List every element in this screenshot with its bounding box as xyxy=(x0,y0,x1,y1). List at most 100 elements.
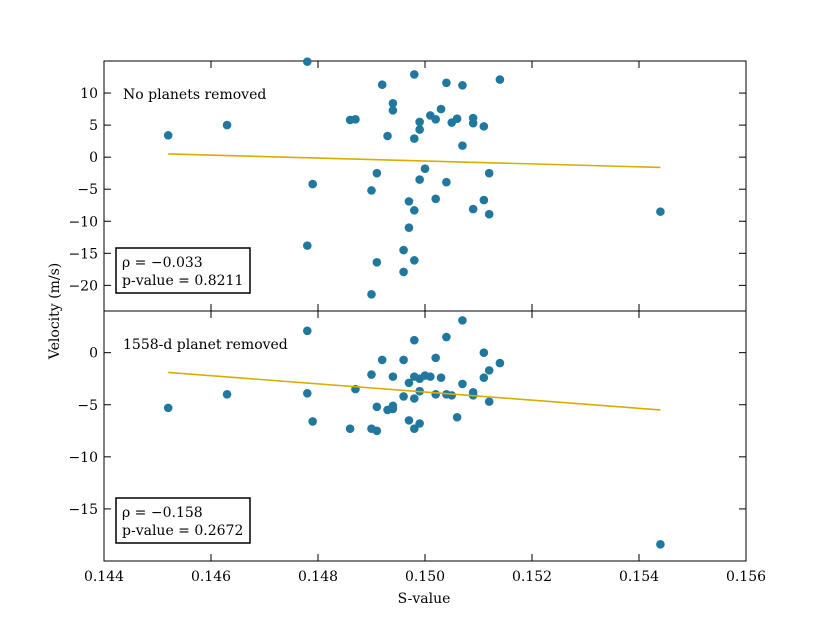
data-point xyxy=(345,424,355,434)
data-point xyxy=(303,241,312,250)
data-point xyxy=(308,179,317,189)
data-point xyxy=(410,70,419,79)
x-tick-label: 0.154 xyxy=(619,569,659,585)
p-value: p-value = 0.8211 xyxy=(122,273,243,289)
data-point xyxy=(372,168,382,178)
data-point xyxy=(468,118,478,128)
data-point xyxy=(388,106,398,115)
data-point xyxy=(458,141,467,150)
y-tick-label: 0 xyxy=(89,346,98,362)
data-point xyxy=(163,131,173,140)
x-tick-label: 0.146 xyxy=(191,569,231,585)
data-point xyxy=(484,397,494,406)
data-point xyxy=(426,372,435,381)
data-point xyxy=(415,117,424,127)
panel-label: No planets removed xyxy=(123,87,266,103)
x-tick-label: 0.156 xyxy=(726,569,766,585)
data-point xyxy=(399,267,408,277)
data-point xyxy=(458,316,467,325)
data-point xyxy=(399,355,408,365)
y-tick-label: −10 xyxy=(68,214,98,230)
fit-line xyxy=(168,153,661,169)
y-axis-label: Velocity (m/s) xyxy=(47,263,63,360)
data-point xyxy=(163,403,173,413)
data-point xyxy=(308,417,317,426)
data-point xyxy=(410,206,419,215)
data-point xyxy=(495,358,505,368)
data-point xyxy=(452,412,462,422)
x-tick-label: 0.152 xyxy=(512,569,552,585)
y-tick-label: −15 xyxy=(68,246,98,262)
data-point xyxy=(410,424,419,434)
data-point xyxy=(372,257,382,267)
data-point xyxy=(495,75,505,84)
data-point xyxy=(415,175,424,184)
data-point xyxy=(372,426,382,436)
data-point xyxy=(367,370,376,379)
panel-1: 10 5 0 −5 −10 −15 −20 No planets removed ρ = −0.… xyxy=(68,57,747,312)
data-point xyxy=(431,115,441,124)
x-tick-label: 0.150 xyxy=(405,569,445,585)
data-point xyxy=(404,416,414,425)
stats-box xyxy=(115,497,251,544)
x-axis-label: S-value xyxy=(398,591,451,607)
data-point xyxy=(484,366,494,375)
data-point xyxy=(303,388,312,398)
data-point xyxy=(404,197,414,206)
panel-label: 1558-d planet removed xyxy=(123,337,288,353)
data-point xyxy=(431,353,441,363)
data-point xyxy=(399,245,408,255)
panel-2: 0 −5 −10 −15 0.144 0.146 0.148 0.150 0.152 0.154 0… xyxy=(68,310,766,585)
data-point xyxy=(377,355,387,365)
data-point xyxy=(479,122,489,131)
data-point xyxy=(303,326,312,336)
data-point xyxy=(404,223,414,232)
data-point xyxy=(458,379,467,389)
y-tick-label: −10 xyxy=(68,450,98,466)
data-point xyxy=(399,392,408,401)
data-point xyxy=(452,114,462,123)
y-tick-label: −5 xyxy=(77,398,98,414)
data-point xyxy=(410,134,419,143)
data-point xyxy=(222,390,232,399)
p-value: p-value = 0.2672 xyxy=(122,523,243,539)
data-point xyxy=(484,209,494,219)
data-point xyxy=(656,207,665,216)
data-point xyxy=(479,348,489,357)
data-point xyxy=(484,168,494,178)
data-point xyxy=(222,120,232,130)
y-tick-label: −20 xyxy=(68,278,98,294)
data-point xyxy=(442,332,451,342)
data-point xyxy=(388,99,398,108)
data-point xyxy=(388,372,398,381)
data-point xyxy=(447,391,457,400)
data-point xyxy=(351,115,360,124)
y-tick-label: 5 xyxy=(89,118,98,134)
data-point xyxy=(303,57,312,66)
data-point xyxy=(415,419,424,428)
data-point xyxy=(479,195,489,205)
data-point xyxy=(442,177,451,187)
data-point xyxy=(377,80,387,90)
data-point xyxy=(656,540,665,549)
data-point xyxy=(420,164,430,173)
data-point xyxy=(410,335,419,345)
y-tick-label: −15 xyxy=(68,502,98,518)
data-point xyxy=(410,256,419,265)
stats-box xyxy=(115,247,251,294)
rho-value: ρ = −0.033 xyxy=(122,255,203,271)
data-point xyxy=(383,131,392,141)
data-point xyxy=(415,125,424,134)
data-point xyxy=(436,373,446,382)
data-point xyxy=(442,78,451,88)
data-point xyxy=(404,378,414,388)
y-tick-label: 10 xyxy=(80,86,98,102)
data-point xyxy=(431,194,441,204)
fit-line xyxy=(168,371,661,411)
data-point xyxy=(431,390,441,399)
data-point xyxy=(367,290,376,299)
data-point xyxy=(388,404,398,414)
y-tick-label: −5 xyxy=(77,182,98,198)
panels-group: 10 5 0 −5 −10 −15 −20 No planets removed ρ = −0.… xyxy=(68,57,766,585)
